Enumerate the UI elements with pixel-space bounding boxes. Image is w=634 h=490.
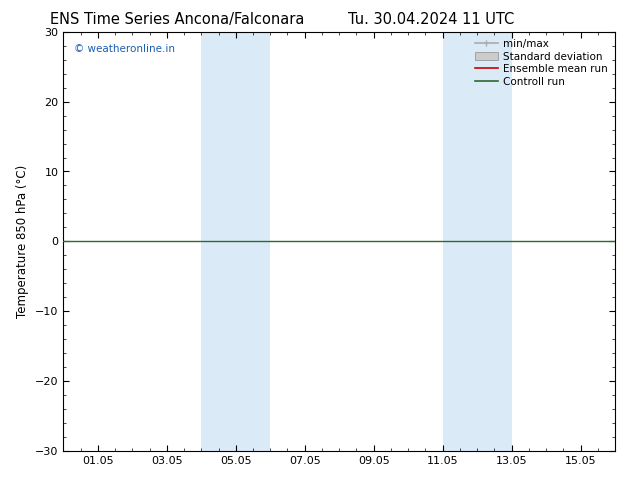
Bar (202, 32, 270, 451)
Text: © weatheronline.in: © weatheronline.in (74, 45, 176, 54)
Legend: min/max, Standard deviation, Ensemble mean run, Controll run: min/max, Standard deviation, Ensemble me… (473, 37, 610, 89)
Y-axis label: Temperature 850 hPa (°C): Temperature 850 hPa (°C) (16, 165, 30, 318)
Text: ENS Time Series Ancona/Falconara: ENS Time Series Ancona/Falconara (50, 12, 305, 27)
Bar (443, 32, 512, 451)
Text: Tu. 30.04.2024 11 UTC: Tu. 30.04.2024 11 UTC (348, 12, 514, 27)
